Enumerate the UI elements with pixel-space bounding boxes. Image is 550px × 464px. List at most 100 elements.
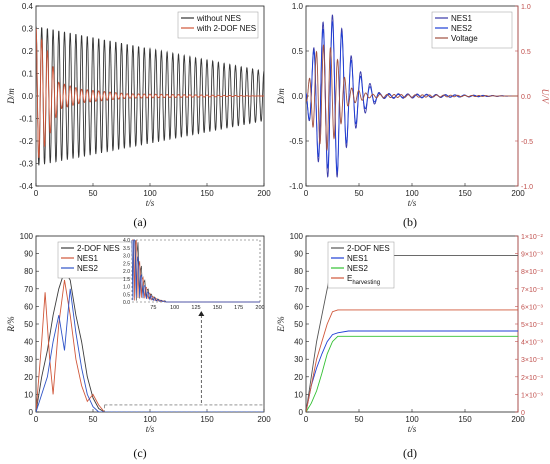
- panel-c: 0 50 100 150 2000102030405060708090100t/sR/%…: [6, 232, 271, 434]
- inset-y-tick-label: 4.0: [123, 238, 130, 244]
- y-tick-label: 0.1: [22, 70, 34, 79]
- x-tick-label: 200: [511, 189, 525, 198]
- x-tick-label: 50: [89, 415, 98, 424]
- y-tick-label: 60: [24, 302, 33, 311]
- y-tick-label: 0: [29, 408, 34, 417]
- x-tick-label: 200: [257, 189, 271, 198]
- x-tick-label: 0: [304, 415, 309, 424]
- y-tick-label: -0.4: [19, 182, 33, 191]
- legend-label: NES2: [451, 24, 472, 33]
- y-tick-label: 30: [294, 355, 303, 364]
- y2-tick-label: 2×10⁻³: [521, 375, 543, 382]
- y-tick-label: 1.0: [292, 2, 304, 11]
- y-tick-label: -0.5: [289, 137, 303, 146]
- inset-frame: [131, 239, 261, 303]
- series-line-e-harvesting: [306, 309, 518, 412]
- series-line-voltage: [306, 44, 518, 152]
- y-tick-label: -0.1: [19, 115, 33, 124]
- y2-tick-label: 0: [521, 410, 525, 417]
- y2-tick-label: 7×10⁻³: [521, 287, 543, 294]
- y-tick-label: 0.3: [22, 25, 34, 34]
- y-axis-label: E/%: [276, 316, 286, 333]
- y-axis-label: D/m: [6, 88, 16, 105]
- y2-tick-label: 1×10⁻³: [521, 392, 543, 399]
- y-axis-label: D/m: [276, 88, 286, 105]
- y-tick-label: 20: [294, 373, 303, 382]
- x-tick-label: 150: [458, 415, 472, 424]
- y-tick-label: 50: [294, 320, 303, 329]
- zoom-arrow-head: [198, 311, 205, 316]
- y2-tick-label: 5×10⁻³: [521, 322, 543, 329]
- y2-tick-label: 1×10⁻²: [521, 234, 543, 241]
- panel-a: 0 50 100 150 200 -0.4 -0.3 -0.2 -0.1 0.0 0.1 0.2 0.3…: [6, 2, 271, 208]
- legend-label: 2-DOF NES: [77, 244, 120, 253]
- y-tick-label: 10: [24, 390, 33, 399]
- x-tick-label: 100: [143, 415, 157, 424]
- series-line-nes2: [306, 335, 518, 412]
- y2-tick-label: 9×10⁻³: [521, 252, 543, 259]
- x-axis-label: t/s: [146, 424, 155, 434]
- legend-box: [177, 11, 259, 39]
- legend-label: NES1: [451, 14, 472, 23]
- inset-y-tick-label: 3.0: [123, 254, 130, 260]
- x-tick-label: 100: [143, 189, 157, 198]
- legend-label: without NES: [196, 14, 241, 23]
- x-tick-label: 50: [355, 415, 364, 424]
- legend-label: Voltage: [451, 34, 478, 43]
- x-tick-label: 150: [458, 189, 472, 198]
- y-tick-label: 80: [294, 267, 303, 276]
- panel-d: 0 50 100 150 200010203040506070809010001×10⁻…: [276, 232, 543, 434]
- legend-label: NES1: [77, 254, 98, 263]
- y-tick-label: 0.5: [292, 47, 304, 56]
- inset-y-tick-label: 3.5: [123, 246, 130, 252]
- x-tick-label: 100: [405, 415, 419, 424]
- y-tick-label: 40: [294, 338, 303, 347]
- y2-axis-label: U/V: [540, 89, 550, 105]
- y-tick-label: 30: [24, 355, 33, 364]
- x-tick-label: 0: [304, 189, 309, 198]
- series-line-without-nes: [36, 26, 264, 166]
- x-tick-label: 100: [405, 189, 419, 198]
- y-axis-label: R/%: [6, 316, 16, 333]
- series-line-nes2: [36, 288, 264, 412]
- legend-label: 2-DOF NES: [347, 244, 390, 253]
- x-tick-label: 200: [257, 415, 271, 424]
- y-tick-label: 10: [294, 390, 303, 399]
- inset-x-tick-label: 150: [213, 305, 222, 311]
- y-tick-label: -0.3: [19, 160, 33, 169]
- zoom-region-box: [104, 404, 265, 413]
- y2-tick-label: 8×10⁻³: [521, 269, 543, 276]
- y2-tick-label: 4×10⁻³: [521, 340, 543, 347]
- x-tick-label: 50: [355, 189, 364, 198]
- inset-x-tick-label: 200: [255, 305, 264, 311]
- y-tick-label: -0.2: [19, 137, 33, 146]
- y-tick-label: 40: [24, 338, 33, 347]
- panel-b: 0 50 100 150 200-1.0-0.50.00.51.0-1.0-0.50.0…: [276, 2, 550, 208]
- y-tick-label: 20: [24, 373, 33, 382]
- legend-label: NES2: [347, 264, 368, 273]
- inset-series-line: [131, 239, 260, 303]
- inset-y-tick-label: 2.0: [123, 269, 130, 275]
- y-tick-label: 0: [299, 408, 304, 417]
- inset-x-tick-label: 175: [234, 305, 243, 311]
- y-tick-label: 0.0: [292, 92, 304, 101]
- legend-box: [327, 241, 395, 289]
- inset-x-tick-label: 125: [191, 305, 200, 311]
- y-tick-label: 80: [24, 267, 33, 276]
- legend-label: NES1: [347, 254, 368, 263]
- x-tick-label: 150: [200, 415, 214, 424]
- y-tick-label: 50: [24, 320, 33, 329]
- series-line-nes1: [306, 330, 518, 412]
- legend-label: NES2: [77, 264, 98, 273]
- inset-y-tick-label: 2.5: [123, 261, 130, 267]
- inset-y-tick-label: 0.0: [123, 300, 130, 306]
- legend-label: with 2-DOF NES: [196, 24, 256, 33]
- caption-a: (a): [133, 215, 146, 229]
- inset-y-tick-label: 1.5: [123, 277, 130, 283]
- y-tick-label: 70: [294, 285, 303, 294]
- y-tick-label: 0.4: [22, 2, 34, 11]
- inset-y-tick-label: 0.5: [123, 292, 130, 298]
- y-tick-label: 100: [290, 232, 304, 241]
- y2-tick-label: 1.0: [521, 4, 531, 11]
